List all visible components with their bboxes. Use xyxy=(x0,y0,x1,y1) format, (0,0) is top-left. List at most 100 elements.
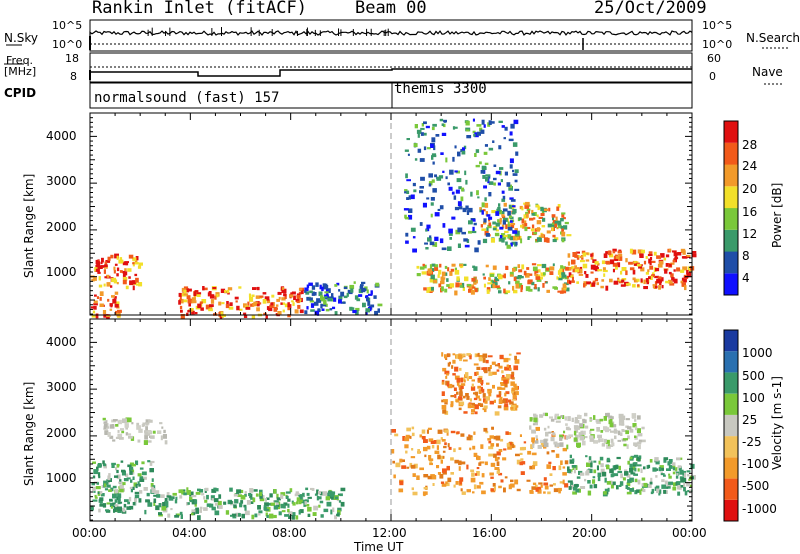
velocity-echo-cell xyxy=(211,506,216,511)
velocity-echo-cell xyxy=(658,467,661,472)
velocity-echo-cell xyxy=(107,475,111,481)
velocity-echo-cell xyxy=(441,399,444,403)
velocity-echo-cell xyxy=(480,381,483,386)
power-echo-cell xyxy=(429,235,432,239)
beam-label: Beam 00 xyxy=(355,0,427,18)
power-echo-cell xyxy=(492,221,496,225)
velocity-echo-cell xyxy=(678,486,682,490)
power-echo-cell xyxy=(178,292,182,297)
power-echo-cell xyxy=(226,289,230,294)
power-echo-cell xyxy=(104,265,108,269)
power-echo-cell xyxy=(310,303,315,308)
velocity-echo-cell xyxy=(330,491,336,495)
velocity-echo-cell xyxy=(160,435,163,441)
power-echo-cell xyxy=(612,262,618,267)
power-echo-cell xyxy=(521,218,525,224)
power-echo-cell xyxy=(614,259,619,261)
power-echo-cell xyxy=(90,306,94,309)
velocity-echo-cell xyxy=(655,460,660,465)
power-echo-cell xyxy=(620,270,623,275)
power-echo-cell xyxy=(510,223,516,226)
velocity-echo-cell xyxy=(433,440,438,444)
velocity-echo-cell xyxy=(114,499,118,503)
velocity-echo-cell xyxy=(511,371,515,375)
velocity-echo-cell xyxy=(430,441,436,444)
velocity-echo-cell xyxy=(165,505,169,508)
velocity-echo-cell xyxy=(97,464,102,467)
power-echo-cell xyxy=(273,306,278,312)
power-echo-cell xyxy=(314,310,319,316)
power-echo-cell xyxy=(495,170,501,175)
velocity-echo-cell xyxy=(629,428,634,433)
velocity-echo-cell xyxy=(476,371,479,376)
velocity-echo-cell xyxy=(217,500,222,506)
power-echo-cell xyxy=(457,243,461,248)
velocity-echo-cell xyxy=(265,512,268,517)
velocity-echo-cell xyxy=(554,444,558,447)
power-echo-cell xyxy=(287,302,290,308)
power-echo-cell xyxy=(525,226,531,229)
velocity-echo-cell xyxy=(627,435,630,440)
power-echo-cell xyxy=(643,279,646,285)
power-echo-cell xyxy=(474,288,478,293)
power-echo-cell xyxy=(656,255,662,259)
velocity-echo-cell xyxy=(104,483,107,487)
velocity-echo-cell xyxy=(432,483,435,486)
power-echo-cell xyxy=(510,199,516,202)
velocity-echo-cell xyxy=(138,498,142,503)
velocity-echo-cell xyxy=(535,487,539,492)
velocity-echo-cell xyxy=(114,489,119,494)
velocity-echo-cell xyxy=(641,426,645,430)
velocity-echo-cell xyxy=(546,464,551,469)
velocity-echo-cell xyxy=(523,441,527,444)
power-echo-cell xyxy=(464,276,469,282)
power-echo-cell xyxy=(482,175,486,179)
power-echo-cell xyxy=(572,268,576,273)
velocity-echo-cell xyxy=(475,395,480,399)
power-echo-cell xyxy=(405,240,409,244)
power-echo-cell xyxy=(356,298,361,302)
velocity-echo-cell xyxy=(134,494,140,499)
velocity-echo-cell xyxy=(129,505,134,510)
velocity-echo-cell xyxy=(158,503,162,508)
velocity-echo-cell xyxy=(454,459,459,464)
power-echo-cell xyxy=(683,276,689,279)
power-echo-cell xyxy=(632,269,636,275)
velocity-echo-cell xyxy=(686,481,690,487)
power-echo-cell xyxy=(125,285,129,290)
velocity-echo-cell xyxy=(273,505,279,510)
velocity-echo-cell xyxy=(559,481,563,484)
power-echo-cell xyxy=(543,237,549,243)
power-cb-28: 28 xyxy=(742,138,758,152)
velocity-echo-cell xyxy=(476,353,479,357)
velocity-echo-cell xyxy=(422,491,427,496)
power-echo-cell xyxy=(419,158,425,162)
velocity-echo-cell xyxy=(413,463,418,469)
power-echo-cell xyxy=(412,248,417,253)
velocity-echo-cell xyxy=(476,485,481,489)
power-echo-cell xyxy=(406,190,410,194)
velocity-echo-cell xyxy=(610,416,614,420)
power-echo-cell xyxy=(464,170,467,176)
velocity-echo-cell xyxy=(531,486,536,490)
power-echo-cell xyxy=(513,235,518,241)
velocity-echo-cell xyxy=(567,480,573,483)
velocity-echo-cell xyxy=(421,436,426,440)
power-echo-cell xyxy=(430,213,433,218)
velocity-echo-cell xyxy=(593,440,598,444)
velocity-echo-cell xyxy=(483,427,488,432)
velocity-echo-cell xyxy=(582,430,586,435)
velocity-echo-cell xyxy=(550,436,555,442)
power-echo-cell xyxy=(468,220,473,225)
power-echo-cell xyxy=(298,288,303,291)
velocity-echo-cell xyxy=(533,417,538,423)
power-echo-cell xyxy=(482,209,486,212)
power-echo-cell xyxy=(300,289,304,295)
velocity-echo-cell xyxy=(423,487,428,490)
power-echo-cell xyxy=(528,288,533,292)
power-echo-cell xyxy=(441,279,445,284)
power-echo-cell xyxy=(320,295,324,301)
velocity-echo-cell xyxy=(562,466,566,469)
power-echo-cell xyxy=(557,220,562,226)
velocity-echo-cell xyxy=(338,500,342,503)
